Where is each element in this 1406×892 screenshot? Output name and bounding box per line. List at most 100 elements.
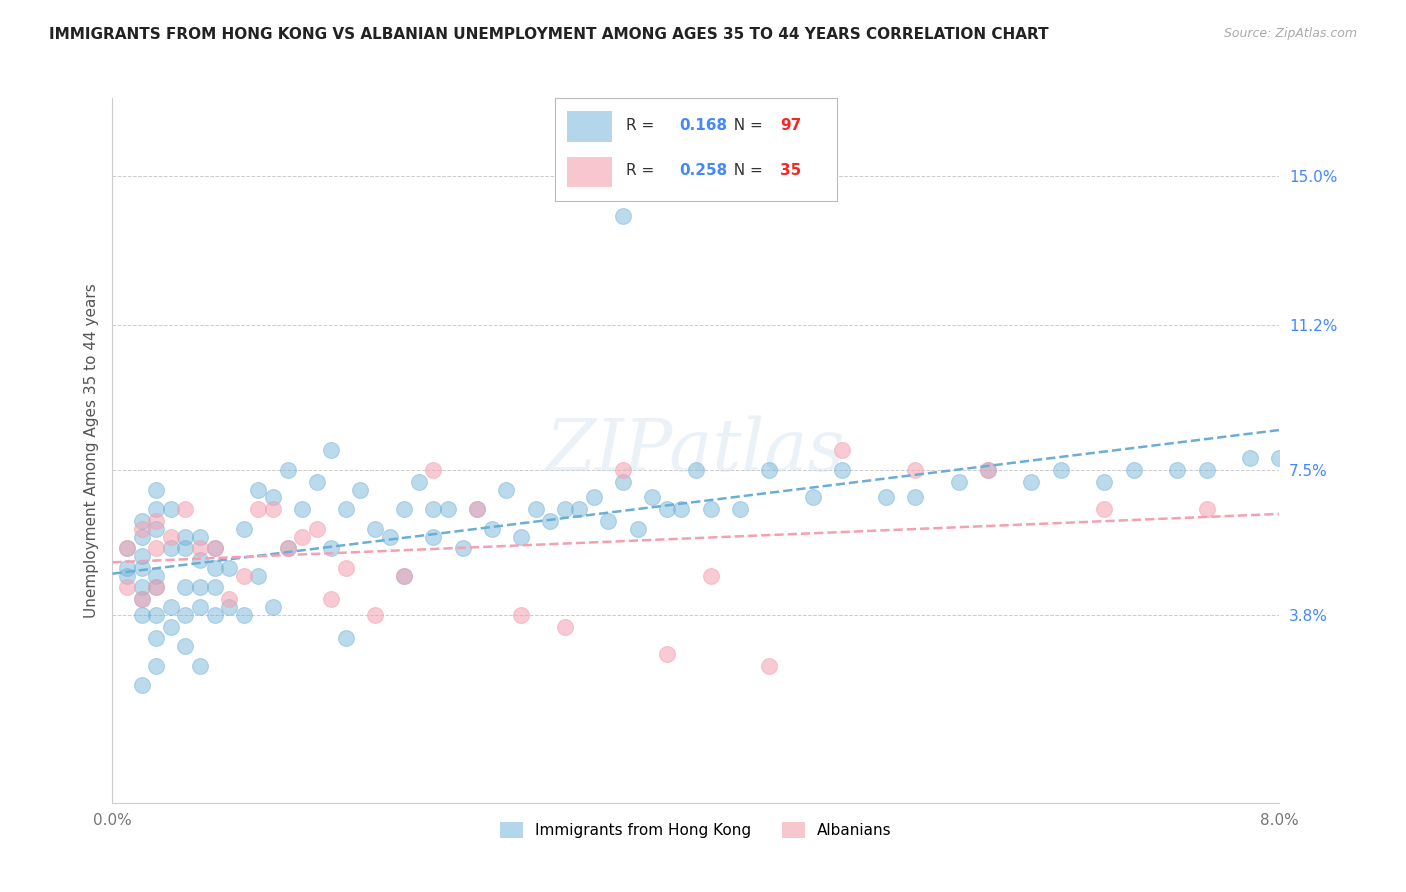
Point <box>160 502 183 516</box>
Point <box>145 632 167 646</box>
Point <box>262 491 284 505</box>
Point <box>174 607 197 622</box>
Point <box>1122 463 1144 477</box>
Point <box>364 522 387 536</box>
Point <box>394 568 416 582</box>
Point <box>481 522 503 536</box>
Point <box>174 502 197 516</box>
Point <box>174 530 197 544</box>
Text: 0.168: 0.168 <box>679 118 727 133</box>
Point <box>247 483 270 497</box>
Point <box>976 463 998 477</box>
Text: Source: ZipAtlas.com: Source: ZipAtlas.com <box>1223 27 1357 40</box>
Point <box>131 522 153 536</box>
Point <box>188 658 211 673</box>
Point <box>188 553 211 567</box>
Point <box>509 530 531 544</box>
Point <box>641 491 664 505</box>
Point <box>145 658 167 673</box>
Point <box>538 514 561 528</box>
Point <box>801 491 824 505</box>
Point <box>1195 502 1218 516</box>
Point <box>321 541 343 556</box>
Point <box>758 658 780 673</box>
Point <box>495 483 517 497</box>
Text: R =: R = <box>626 163 659 178</box>
Point <box>160 600 183 615</box>
Point <box>262 502 284 516</box>
Point <box>115 561 138 575</box>
Point <box>131 561 153 575</box>
Text: R =: R = <box>626 118 659 133</box>
Point <box>422 502 444 516</box>
Text: 0.258: 0.258 <box>679 163 727 178</box>
Point <box>145 541 167 556</box>
Point <box>204 607 226 622</box>
Point <box>904 491 927 505</box>
Point <box>218 561 240 575</box>
Y-axis label: Unemployment Among Ages 35 to 44 years: Unemployment Among Ages 35 to 44 years <box>83 283 98 618</box>
Point <box>394 568 416 582</box>
Point <box>276 541 298 556</box>
Point <box>131 592 153 607</box>
Text: N =: N = <box>724 163 768 178</box>
Point <box>364 607 387 622</box>
Point <box>305 522 328 536</box>
Point <box>204 541 226 556</box>
Point <box>188 581 211 595</box>
Point <box>554 502 576 516</box>
Point <box>335 561 357 575</box>
Point <box>262 600 284 615</box>
Point <box>1195 463 1218 477</box>
Point <box>1021 475 1043 489</box>
Text: N =: N = <box>724 118 768 133</box>
Point <box>1094 475 1116 489</box>
Point <box>174 541 197 556</box>
Point <box>247 568 270 582</box>
Point <box>335 632 357 646</box>
Point <box>875 491 897 505</box>
Point <box>408 475 430 489</box>
Point <box>948 475 970 489</box>
Point <box>612 463 634 477</box>
Point <box>115 568 138 582</box>
Bar <box>567 112 612 142</box>
Point <box>174 581 197 595</box>
Point <box>188 530 211 544</box>
Point <box>422 530 444 544</box>
Point <box>188 600 211 615</box>
Point <box>699 568 721 582</box>
Point <box>685 463 707 477</box>
Text: 97: 97 <box>780 118 801 133</box>
Point <box>291 530 314 544</box>
Point <box>276 541 298 556</box>
Point <box>554 619 576 633</box>
Point <box>335 502 357 516</box>
Point <box>145 483 167 497</box>
Point <box>655 502 678 516</box>
Point <box>160 541 183 556</box>
Point <box>612 475 634 489</box>
Point <box>131 581 153 595</box>
Point <box>291 502 314 516</box>
Point <box>1239 451 1261 466</box>
Point <box>568 502 591 516</box>
Point <box>131 678 153 692</box>
Point <box>437 502 460 516</box>
Point <box>115 541 138 556</box>
Point <box>115 581 138 595</box>
Point <box>131 530 153 544</box>
Point <box>758 463 780 477</box>
Point <box>976 463 998 477</box>
Point <box>160 619 183 633</box>
Point <box>1268 451 1291 466</box>
Point <box>115 541 138 556</box>
Point <box>378 530 401 544</box>
Point <box>465 502 488 516</box>
Point <box>145 607 167 622</box>
Point <box>831 463 853 477</box>
Point <box>305 475 328 489</box>
Point <box>509 607 531 622</box>
Point <box>1094 502 1116 516</box>
Point <box>422 463 444 477</box>
